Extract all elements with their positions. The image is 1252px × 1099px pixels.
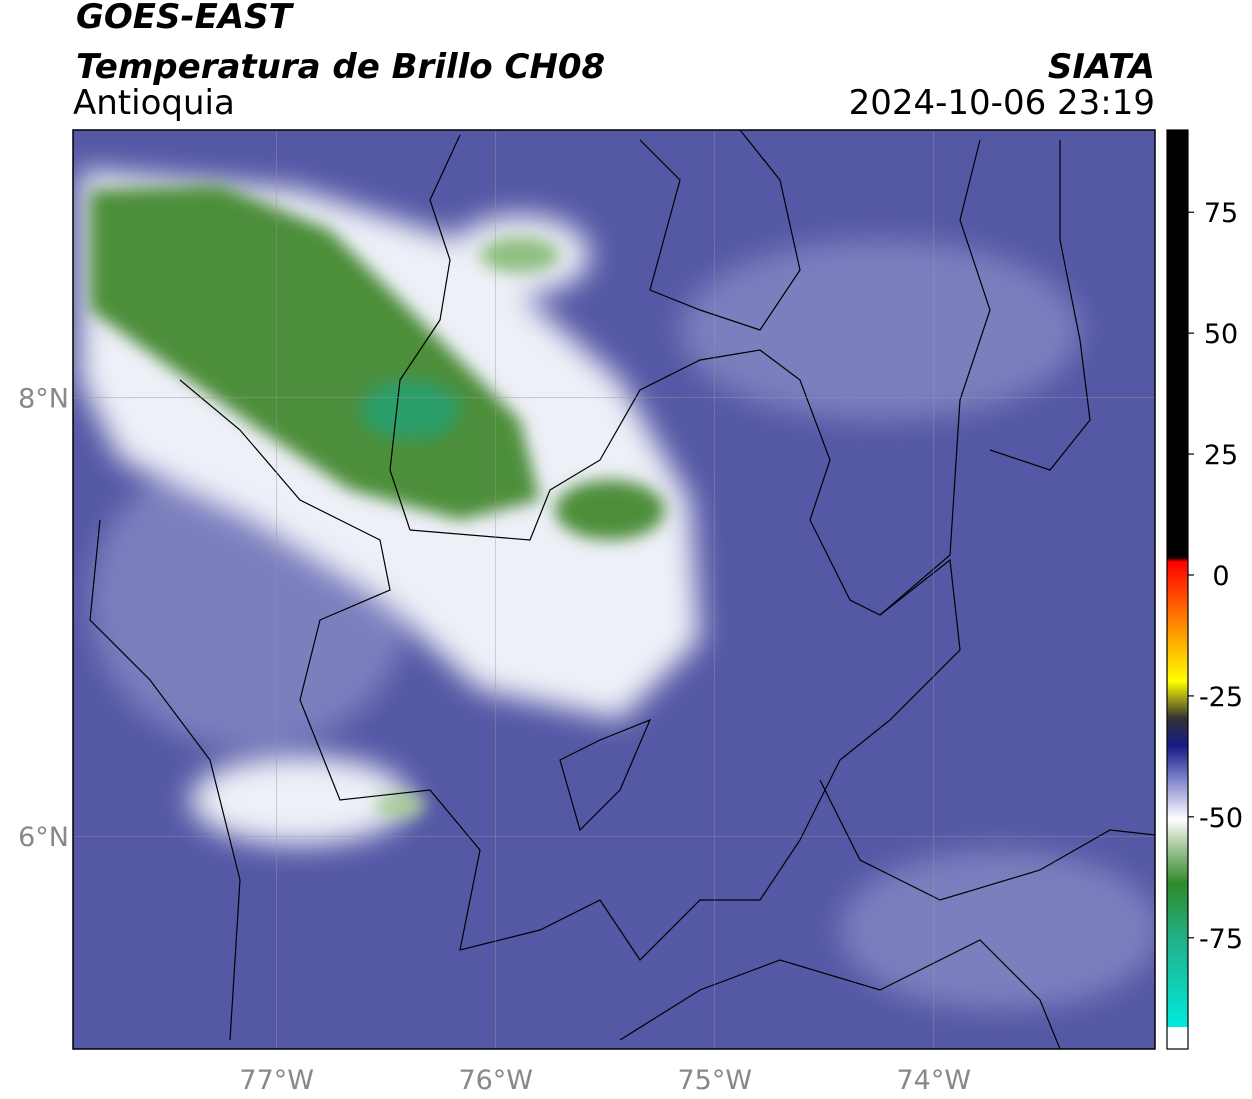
colorbar-tick-label: 0 (1212, 561, 1229, 592)
product: Temperatura de Brillo CH08 (76, 47, 605, 87)
map-frame (72, 129, 1156, 1050)
datetime: 2024-10-06 23:19 (849, 83, 1155, 123)
y-tick-label: 8°N (18, 384, 69, 415)
region: Antioquia (73, 83, 235, 123)
agency: SIATA (1048, 47, 1155, 87)
x-tick-label: 76°W (458, 1065, 533, 1096)
x-tick-label: 74°W (897, 1065, 972, 1096)
colorbar-tick-label: 50 (1204, 319, 1238, 350)
map-image (73, 130, 1155, 1049)
grid (73, 130, 1155, 1049)
colorbar-tick-label: -75 (1199, 924, 1243, 955)
y-tick-label: 6°N (18, 822, 69, 853)
colorbar-tick-label: 25 (1204, 440, 1238, 471)
colorbar (1166, 129, 1189, 1050)
colorbar-tick-label: -25 (1199, 682, 1243, 713)
colorbar-tick-label: -50 (1199, 803, 1243, 834)
colorbar-tick-label: 75 (1204, 198, 1238, 229)
x-tick-label: 77°W (239, 1065, 314, 1096)
x-tick-label: 75°W (677, 1065, 752, 1096)
satellite: GOES-EAST (76, 0, 295, 37)
